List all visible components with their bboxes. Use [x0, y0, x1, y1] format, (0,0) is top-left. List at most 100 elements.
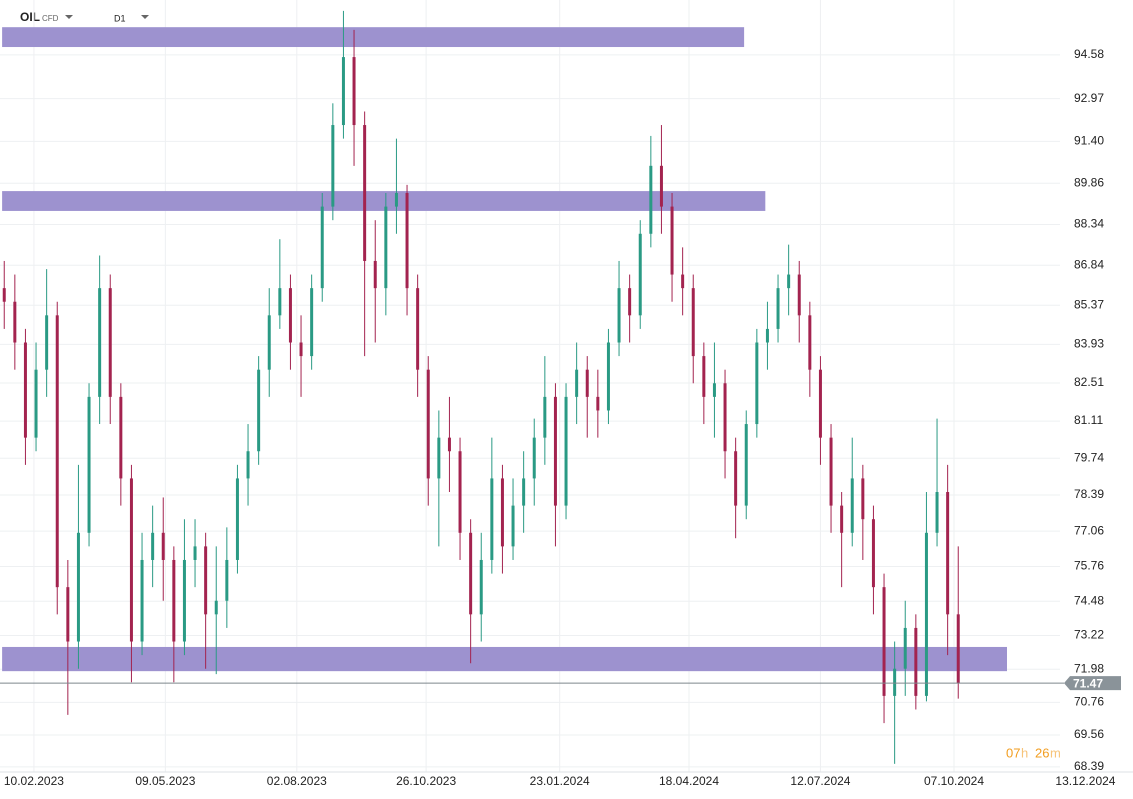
candle-body — [182, 559, 186, 642]
candle-body — [193, 546, 197, 560]
candle-body — [34, 369, 38, 438]
candle-body — [76, 532, 80, 642]
candle-body — [161, 532, 165, 560]
candle-body — [23, 342, 27, 438]
candle-body — [172, 559, 176, 642]
zone — [2, 27, 745, 48]
x-tick-label: 26.10.2023 — [396, 774, 456, 788]
timer-minutes: 26 — [1035, 745, 1049, 760]
y-tick-label: 70.76 — [1074, 695, 1104, 709]
candle-body — [628, 288, 632, 316]
timeframe-dropdown[interactable] — [141, 15, 149, 19]
candle-body — [702, 356, 706, 397]
candle-body — [596, 396, 600, 411]
y-tick-label: 79.74 — [1074, 450, 1104, 464]
y-tick-label: 78.39 — [1074, 487, 1104, 501]
symbol[interactable]: OIL — [20, 10, 40, 24]
candle-body — [246, 451, 250, 479]
candle-body — [755, 342, 759, 425]
candle-body — [140, 559, 144, 642]
candle-body — [765, 328, 769, 343]
candle-body — [98, 288, 102, 397]
candle-body — [776, 288, 780, 329]
zone — [2, 191, 766, 211]
y-tick-label: 89.86 — [1074, 175, 1104, 189]
candle-body — [214, 600, 218, 615]
candle-body — [373, 260, 377, 289]
candle-body — [659, 165, 663, 207]
candle-body — [840, 505, 844, 533]
candle-body — [310, 288, 314, 357]
candle-body — [744, 424, 748, 506]
x-tick-label: 18.04.2024 — [659, 774, 719, 788]
candle-body — [734, 451, 738, 506]
candle-body — [458, 451, 462, 533]
candle-body — [352, 57, 356, 126]
candle-body — [787, 274, 791, 289]
x-tick-label: 12.07.2024 — [790, 774, 850, 788]
y-tick-label: 75.76 — [1074, 559, 1104, 573]
y-tick-label: 86.84 — [1074, 257, 1104, 271]
timeframe[interactable]: D1 — [114, 13, 126, 23]
candle-body — [437, 437, 441, 479]
candle-body — [553, 396, 557, 506]
candle-body — [670, 206, 674, 275]
candle-body — [617, 288, 621, 343]
candle-body — [946, 492, 950, 615]
candle-body — [384, 206, 388, 289]
candle-body — [405, 193, 409, 289]
zone — [2, 646, 1008, 672]
y-tick-label: 82.51 — [1074, 375, 1104, 389]
x-tick-label: 02.08.2023 — [267, 774, 327, 788]
candle-body — [585, 369, 589, 397]
candle-body — [829, 437, 833, 506]
candle-body — [935, 492, 939, 533]
y-tick-label: 73.22 — [1074, 628, 1104, 642]
candle-body — [903, 627, 907, 669]
candle-body — [204, 546, 208, 615]
candle-body — [893, 668, 897, 696]
candle-body — [861, 478, 865, 520]
y-tick-label: 88.34 — [1074, 217, 1104, 231]
instrument: CFD — [42, 14, 59, 23]
candle-body — [649, 165, 653, 234]
candle-body — [882, 587, 886, 696]
candle-body — [45, 315, 49, 370]
candle-body — [426, 369, 430, 479]
symbol-dropdown[interactable] — [65, 15, 73, 19]
candle-body — [299, 342, 303, 357]
candle-body — [723, 383, 727, 452]
timer-m: m — [1050, 745, 1061, 760]
candle-body — [712, 383, 716, 397]
candle-body — [288, 288, 292, 343]
candle-body — [257, 369, 261, 452]
candle-body — [13, 301, 17, 343]
candle-body — [479, 559, 483, 615]
candle-body — [532, 437, 536, 479]
candle-body — [129, 478, 133, 642]
y-tick-label: 68.39 — [1074, 759, 1104, 773]
y-tick-label: 74.48 — [1074, 593, 1104, 607]
y-tick-label: 83.93 — [1074, 337, 1104, 351]
candle-body — [818, 369, 822, 438]
candle-body — [278, 288, 282, 316]
candle-body — [691, 288, 695, 357]
y-tick-label: 69.56 — [1074, 727, 1104, 741]
candle-body — [341, 57, 345, 126]
y-tick-label: 77.06 — [1074, 523, 1104, 537]
candle-body — [850, 478, 854, 533]
candle-body — [235, 478, 239, 560]
candle-body — [871, 519, 875, 588]
candle-body — [394, 193, 398, 207]
candle-body — [956, 614, 960, 684]
candle-body — [500, 478, 504, 547]
candle-body — [808, 315, 812, 370]
candle-body — [66, 587, 70, 642]
candle-body — [681, 274, 685, 289]
candle-body — [447, 437, 451, 452]
candle-body — [416, 288, 420, 370]
y-tick-label: 91.40 — [1074, 134, 1104, 148]
x-tick-label: 10.02.2023 — [4, 774, 64, 788]
candle-body — [108, 288, 112, 397]
